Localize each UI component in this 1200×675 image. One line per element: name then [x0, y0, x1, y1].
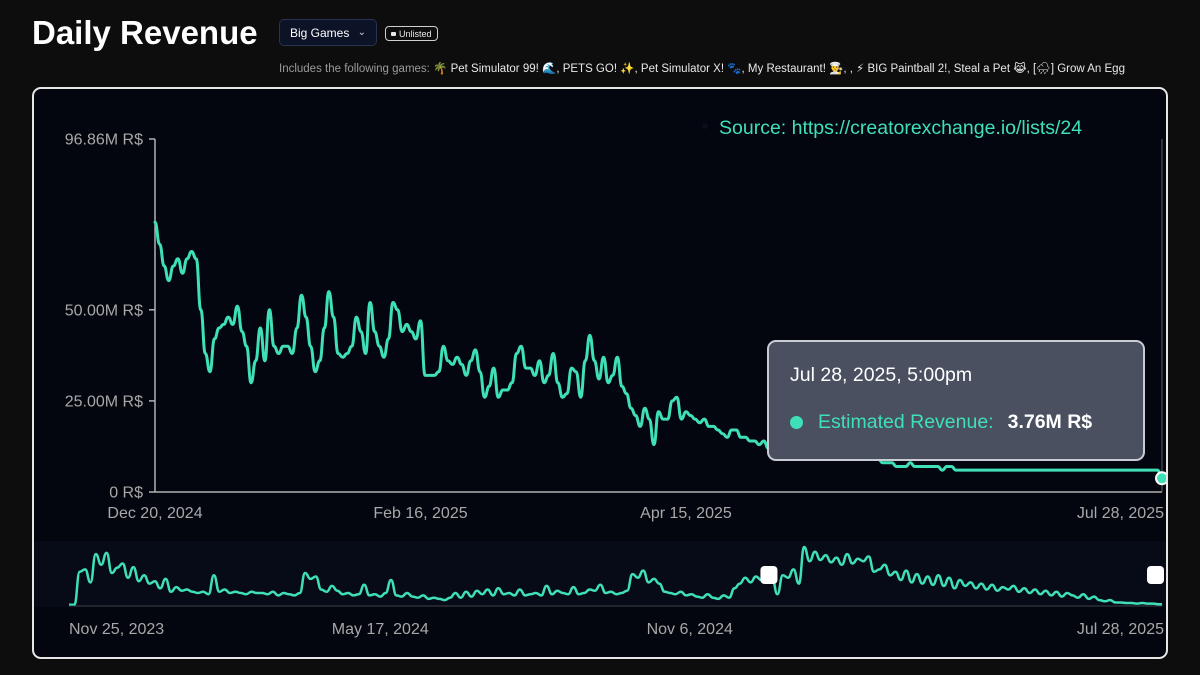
x-tick-label: Dec 20, 2024: [107, 505, 202, 522]
navigator-x-tick-label: Nov 6, 2024: [647, 621, 733, 638]
navigator-revenue-line: [69, 545, 1162, 607]
x-tick-label: Feb 16, 2025: [373, 505, 467, 522]
tooltip-value: 3.76M R$: [1007, 411, 1093, 433]
chevron-down-icon: ⌄: [357, 27, 366, 38]
source-label: Source: https://creatorexchange.io/lists…: [719, 117, 1082, 139]
y-tick-label: 0 R$: [109, 485, 143, 502]
navigator-handle-right[interactable]: [1147, 566, 1164, 584]
x-tick-label: Apr 15, 2025: [640, 505, 732, 522]
navigator-x-tick-label: May 17, 2024: [332, 621, 429, 638]
revenue-chart[interactable]: 96.86M R$ 50.00M R$ 25.00M R$ 0 R$ Dec 20, 2…: [34, 89, 1166, 657]
tooltip-series-label: Estimated Revenue:: [818, 411, 994, 433]
source-legend-dot: [702, 123, 708, 129]
dropdown-label: Big Games: [290, 25, 350, 40]
main-revenue-line: [153, 220, 1164, 480]
navigator-x-tick-label: Nov 25, 2023: [69, 621, 164, 638]
lock-icon: [391, 31, 396, 36]
chart-panel: 96.86M R$ 50.00M R$ 25.00M R$ 0 R$ Dec 20, 2…: [32, 87, 1168, 659]
y-tick-label: 25.00M R$: [65, 393, 143, 410]
navigator-handle-left[interactable]: [760, 566, 778, 584]
hover-point-marker: [1155, 471, 1166, 486]
x-tick-label: Jul 28, 2025: [1077, 505, 1164, 522]
badge-label: Unlisted: [399, 28, 432, 39]
y-tick-label: 50.00M R$: [65, 302, 143, 319]
included-games-text: Includes the following games: 🌴 Pet Simu…: [279, 61, 1125, 75]
tooltip-series-row: Estimated Revenue: 3.76M R$: [790, 411, 1092, 434]
includes-prefix: Includes the following games:: [279, 63, 430, 75]
includes-games-list: 🌴 Pet Simulator 99! 🌊, PETS GO! ✨, Pet S…: [433, 63, 1125, 75]
navigator-x-tick-label: Jul 28, 2025: [1077, 621, 1164, 638]
chart-tooltip: Jul 28, 2025, 5:00pm Estimated Revenue: …: [767, 340, 1145, 461]
series-dot-icon: [790, 416, 803, 429]
page-title: Daily Revenue: [32, 14, 258, 51]
tooltip-date: Jul 28, 2025, 5:00pm: [790, 364, 973, 386]
y-tick-label: 96.86M R$: [65, 132, 143, 149]
unlisted-badge: Unlisted: [385, 26, 438, 41]
navigator-background: [34, 541, 1166, 607]
game-group-dropdown[interactable]: Big Games ⌄: [279, 19, 377, 46]
